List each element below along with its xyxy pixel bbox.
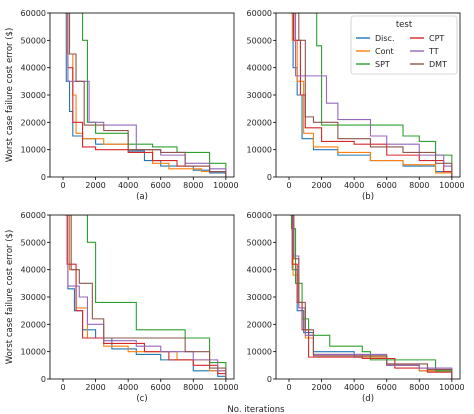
- x-tick-label: 2000: [311, 383, 331, 392]
- y-tick-label: 60000: [21, 9, 46, 18]
- y-tick-label: 30000: [21, 293, 46, 302]
- legend-entry-tt: TT: [428, 47, 439, 56]
- y-tick-label: 50000: [21, 36, 46, 45]
- y-tick-label: 50000: [247, 238, 272, 247]
- legend-entry-spt: SPT: [375, 60, 390, 69]
- y-axis-title-bottom: Worst case failure cost error ($): [5, 230, 15, 365]
- y-tick-label: 50000: [247, 36, 272, 45]
- legend-entry-dmt: DMT: [429, 60, 447, 69]
- series-line-dmt: [289, 13, 453, 177]
- x-tick-label: 0: [60, 383, 65, 392]
- y-tick-label: 0: [41, 375, 46, 384]
- y-tick-label: 40000: [21, 266, 46, 275]
- y-tick-label: 10000: [247, 146, 272, 155]
- panel-label: (a): [136, 192, 148, 202]
- y-tick-label: 40000: [247, 266, 272, 275]
- x-tick-label: 6000: [377, 383, 397, 392]
- x-tick-label: 10000: [213, 181, 238, 190]
- x-tick-label: 0: [60, 181, 65, 190]
- legend-entry-cont: Cont: [375, 47, 394, 56]
- x-tick-label: 4000: [118, 383, 138, 392]
- x-tick-label: 8000: [183, 383, 203, 392]
- y-tick-label: 20000: [21, 320, 46, 329]
- series-line-spt: [289, 215, 453, 379]
- y-tick-label: 50000: [21, 238, 46, 247]
- y-tick-label: 30000: [247, 293, 272, 302]
- x-tick-label: 2000: [85, 383, 105, 392]
- y-tick-label: 60000: [247, 211, 272, 220]
- y-tick-label: 20000: [247, 118, 272, 127]
- x-tick-label: 8000: [409, 383, 429, 392]
- y-tick-label: 30000: [247, 91, 272, 100]
- y-tick-label: 0: [267, 375, 272, 384]
- series-line-tt: [289, 13, 453, 177]
- y-tick-label: 60000: [247, 9, 272, 18]
- x-tick-label: 4000: [344, 383, 364, 392]
- panels-layer: 0 2000 4000 6000 8000 10000010000200003000040…: [21, 9, 465, 404]
- x-tick-label: 10000: [213, 383, 238, 392]
- y-tick-label: 40000: [21, 64, 46, 73]
- panel-1: 0 2000 4000 6000 8000 10000 0 10000 20000 30000 40…: [21, 9, 239, 202]
- x-tick-label: 10000: [439, 383, 464, 392]
- series-line-spt: [289, 13, 453, 177]
- x-tick-label: 0: [286, 181, 291, 190]
- y-tick-label: 40000: [247, 64, 272, 73]
- y-tick-label: 0: [267, 173, 272, 182]
- panel-label: (d): [362, 394, 374, 404]
- x-tick-label: 10000: [439, 181, 464, 190]
- x-tick-label: 2000: [85, 181, 105, 190]
- x-tick-label: 4000: [344, 181, 364, 190]
- x-tick-label: 8000: [409, 181, 429, 190]
- legend-entry-cpt: CPT: [429, 34, 444, 43]
- y-tick-label: 20000: [247, 320, 272, 329]
- y-tick-label: 10000: [247, 348, 272, 357]
- panel-4: 0 2000 4000 6000 8000 10000 0 10000 20000 30000 40…: [247, 211, 465, 404]
- x-tick-label: 8000: [183, 181, 203, 190]
- series-line-dmt: [63, 13, 227, 177]
- y-tick-label: 10000: [21, 348, 46, 357]
- panel-label: (b): [362, 192, 374, 202]
- x-tick-label: 6000: [151, 383, 171, 392]
- x-tick-label: 6000: [377, 181, 397, 190]
- panel-label: (c): [136, 394, 147, 404]
- x-tick-label: 6000: [151, 181, 171, 190]
- panel-2: 0 2000 4000 6000 8000 10000 0 10000 20000 30000 40…: [247, 9, 465, 202]
- legend-title: test: [396, 20, 413, 30]
- series-line-tt: [63, 215, 227, 379]
- legend-box: [350, 15, 458, 75]
- series-line-dmt: [289, 215, 453, 379]
- y-tick-label: 10000: [21, 146, 46, 155]
- series-line-dmt: [63, 215, 227, 379]
- y-tick-label: 0: [41, 173, 46, 182]
- y-tick-label: 20000: [21, 118, 46, 127]
- x-tick-label: 0: [286, 383, 291, 392]
- x-tick-label: 2000: [311, 181, 331, 190]
- y-axis-title-top: Worst case failure cost error ($): [5, 28, 15, 163]
- x-axis-title: No. iterations: [227, 405, 285, 414]
- legend-entry-disc: Disc.: [375, 34, 395, 43]
- y-tick-label: 30000: [21, 91, 46, 100]
- panel-3: 0 2000 4000 6000 8000 10000 0 10000 20000 30000 40…: [21, 211, 239, 404]
- y-tick-label: 60000: [21, 211, 46, 220]
- x-tick-label: 4000: [118, 181, 138, 190]
